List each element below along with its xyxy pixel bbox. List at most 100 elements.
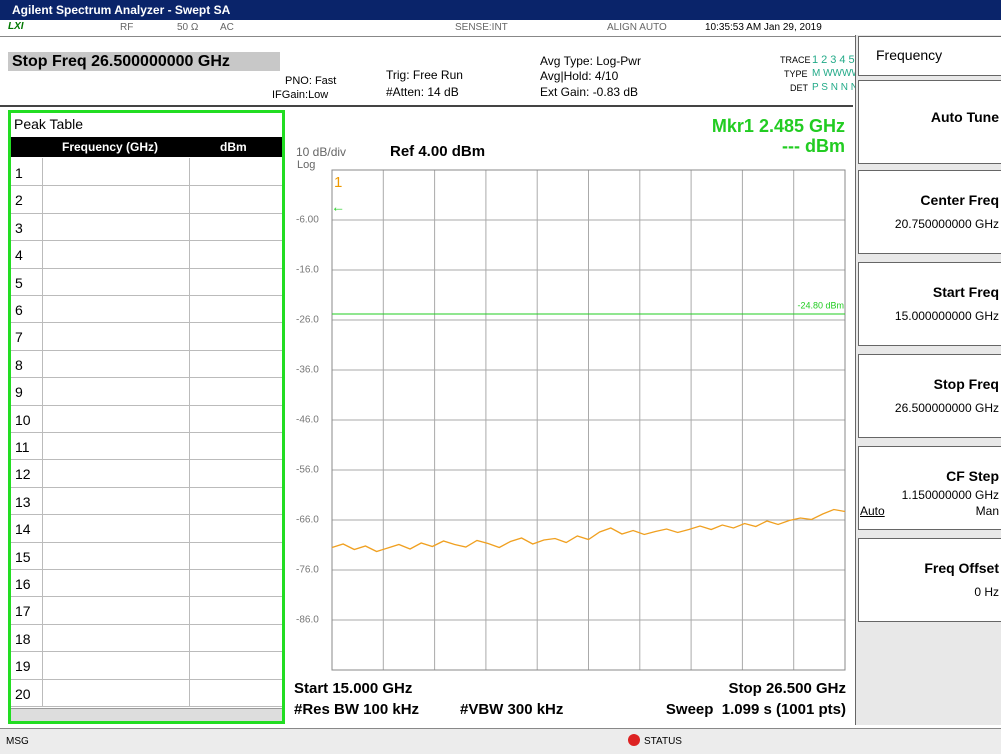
row-line (11, 432, 282, 433)
row-number: 13 (15, 493, 31, 510)
active-function: Stop Freq 26.500000000 GHz (12, 53, 230, 70)
row-number: 3 (15, 219, 23, 236)
bottom-bar (0, 728, 1001, 754)
header-dbm: dBm (220, 140, 247, 154)
softkey-value: 20.750000000 GHz (894, 217, 999, 231)
row-number: 6 (15, 302, 23, 318)
window-title: Agilent Spectrum Analyzer - Swept SA (12, 3, 231, 17)
sense: SENSE:INT (455, 22, 508, 33)
vbw: #VBW 300 kHz (460, 701, 563, 718)
scale-label: 10 dB/div (296, 145, 346, 159)
softkey[interactable] (858, 446, 1001, 530)
msg: MSG (6, 736, 29, 747)
stop-freq: Stop 26.500 GHz (728, 680, 846, 697)
row-line (11, 514, 282, 516)
row-number: 2 (15, 192, 23, 209)
y-tick-label: -36.0 (296, 365, 319, 376)
ifgain: IFGain:Low (272, 89, 329, 101)
marker-number: 1 (334, 174, 342, 191)
marker-freq: Mkr1 2.485 GHz (712, 116, 845, 136)
softkey-option: Auto (860, 504, 885, 518)
row-number: 1 (15, 165, 23, 181)
row-line (11, 267, 282, 269)
row-number: 16 (15, 576, 31, 592)
sweep: Sweep 1.099 s (1001 pts) (666, 701, 846, 718)
pno: PNO: Fast (285, 75, 337, 87)
y-tick-label: -16.0 (296, 265, 319, 276)
softkey-value: 26.500000000 GHz (894, 401, 999, 415)
peak-header (11, 137, 282, 157)
trace-number: 2 (821, 54, 828, 66)
row-number: 17 (15, 603, 31, 620)
softkey-label: Start Freq (932, 284, 999, 300)
softkey-label: Auto Tune (930, 109, 999, 125)
coupling: AC (220, 22, 234, 33)
scale-type: Log (297, 159, 315, 171)
y-tick-label: -26.0 (296, 315, 319, 326)
row-number: 20 (15, 685, 31, 702)
y-tick-label: -56.0 (296, 465, 319, 476)
row-line (11, 459, 282, 461)
softkey[interactable] (858, 170, 1001, 254)
row-line (11, 322, 282, 324)
row-line (11, 541, 282, 543)
separator (0, 105, 853, 107)
scrollbar[interactable] (11, 708, 282, 721)
titlebar (0, 0, 1001, 20)
marker-amp: --- dBm (782, 136, 845, 156)
softkey[interactable] (858, 262, 1001, 346)
marker-arrow: ← (331, 199, 345, 215)
trig: Trig: Free Run (386, 68, 463, 82)
row-number: 5 (15, 274, 23, 291)
det-label: DET (790, 83, 808, 93)
rbw: #Res BW 100 kHz (294, 701, 419, 718)
row-line (11, 623, 282, 625)
row-line (11, 486, 282, 488)
row-number: 8 (15, 356, 23, 373)
ext-gain: Ext Gain: -0.83 dB (540, 85, 639, 99)
avg-hold: Avg|Hold: 4/10 (540, 69, 619, 83)
row-line (11, 596, 282, 598)
status: STATUS (644, 736, 682, 747)
row-number: 7 (15, 329, 23, 346)
display-line-label: -24.80 dBm (797, 300, 844, 310)
y-tick-label: -46.0 (296, 415, 319, 426)
softkey-label: Center Freq (920, 192, 999, 208)
status-row (0, 20, 1001, 37)
softkey[interactable] (858, 538, 1001, 622)
row-number: 10 (15, 411, 31, 428)
status-icon (628, 734, 640, 746)
trace-number: 5 (848, 54, 855, 66)
rf: RF (120, 22, 134, 33)
softkey-label: Freq Offset (924, 560, 999, 576)
row-line (11, 569, 282, 570)
active-box (8, 52, 280, 71)
softkey-value: 1.150000000 GHz (901, 488, 999, 502)
plot-border (331, 169, 846, 671)
row-line (11, 651, 282, 653)
softkey[interactable] (858, 354, 1001, 438)
header-freq: Frequency (GHz) (62, 140, 159, 154)
lxi: LXI (8, 21, 24, 32)
softkey-label: Stop Freq (933, 376, 999, 392)
softkey-label: CF Step (946, 468, 999, 484)
trace (331, 508, 846, 553)
softkey[interactable] (858, 80, 1001, 164)
menu-title-box (858, 36, 1001, 76)
row-line (11, 706, 282, 707)
row-number: 19 (15, 658, 31, 675)
align: ALIGN AUTO (607, 22, 667, 33)
atten: #Atten: 14 dB (386, 85, 459, 99)
softkey-option: Man (975, 504, 999, 518)
row-number: 9 (15, 384, 23, 401)
menu-title: Frequency (876, 47, 943, 63)
col-line (42, 158, 43, 706)
trace-label: TRACE (780, 55, 811, 65)
trace-number: 3 (830, 54, 837, 66)
type-label: TYPE (784, 69, 808, 79)
trace-number: 4 (839, 54, 846, 66)
y-tick-label: -66.0 (296, 515, 319, 526)
type-value: M WWWWW (812, 68, 871, 79)
start-freq: Start 15.000 GHz (294, 680, 412, 697)
